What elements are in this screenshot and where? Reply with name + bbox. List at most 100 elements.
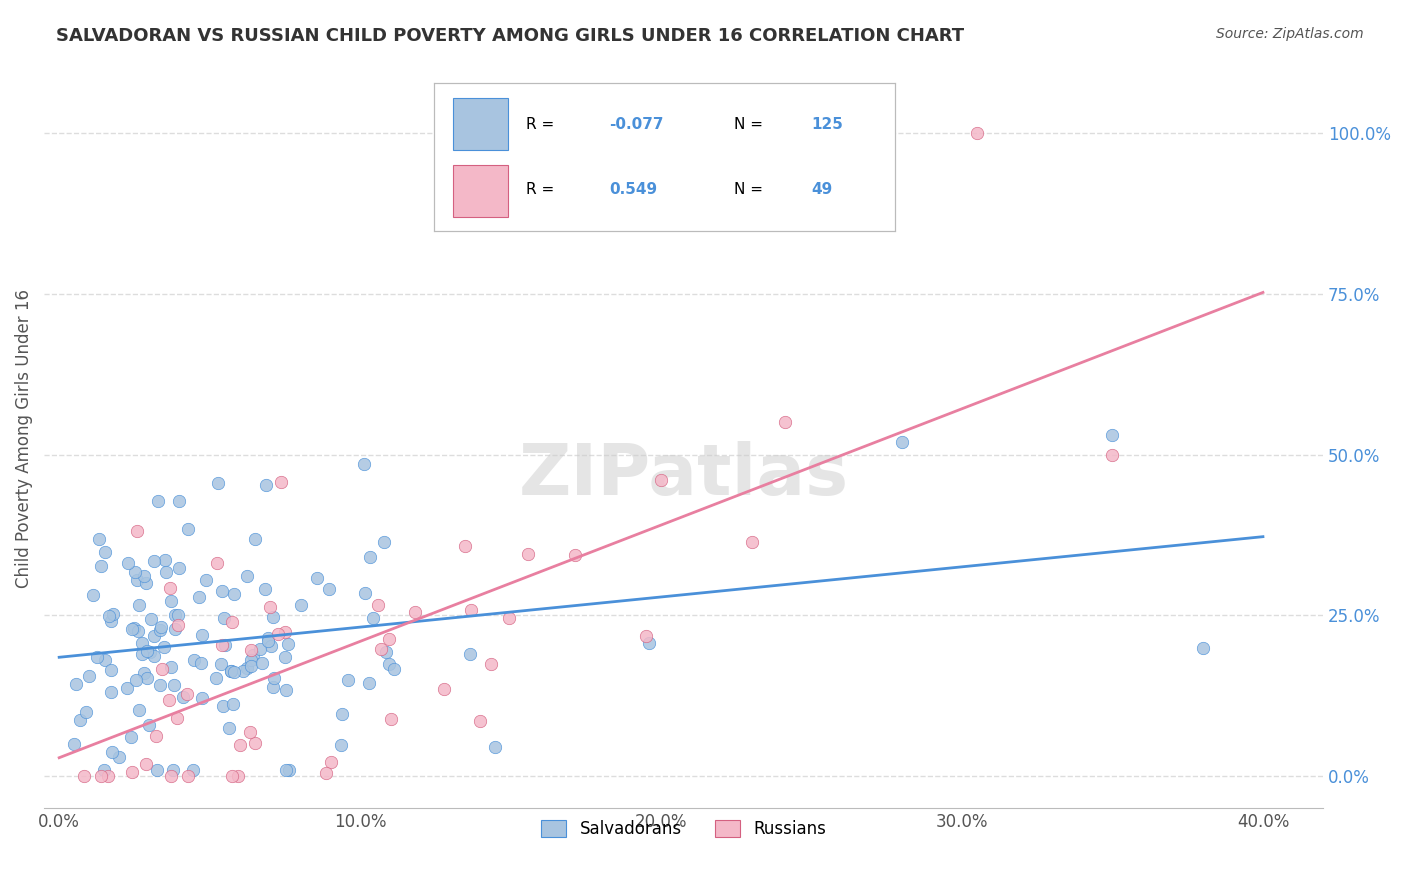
Point [90,769,112,783]
Point [165,608,187,623]
Point [195,573,218,587]
Point [290,599,312,613]
Point [121,622,143,636]
Point [122,621,145,635]
Point [132,569,155,583]
Point [65,676,87,690]
Point [357,675,380,690]
Point [218,721,240,735]
Point [120,731,142,745]
Point [100,663,122,677]
Point [239,653,262,667]
Point [79,668,101,682]
Text: ZIPatlas: ZIPatlas [519,441,849,510]
Point [270,475,292,489]
Point [219,665,242,679]
Text: SALVADORAN VS RUSSIAN CHILD POVERTY AMONG GIRLS UNDER 16 CORRELATION CHART: SALVADORAN VS RUSSIAN CHILD POVERTY AMON… [56,27,965,45]
Point [240,643,263,657]
Point [127,624,149,638]
Point [222,665,245,679]
Point [176,769,198,783]
Point [69,713,91,727]
Point [135,671,157,685]
Point [207,475,229,490]
Point [211,638,233,652]
Point [267,627,290,641]
Point [460,602,482,616]
Point [378,632,401,646]
Point [370,641,392,656]
Point [169,561,191,575]
Point [236,569,259,583]
Point [163,678,186,692]
Point [332,707,354,722]
Point [361,611,384,625]
Point [262,609,284,624]
Legend: Salvadorans, Russians: Salvadorans, Russians [534,813,832,845]
Point [93,763,115,777]
Point [454,539,477,553]
Point [221,769,243,783]
Point [149,623,172,637]
Point [484,739,506,754]
Point [219,664,242,678]
Point [354,586,377,600]
Point [125,524,148,538]
Point [166,617,188,632]
Point [242,648,264,662]
Point [214,638,236,652]
Point [890,434,912,449]
Point [380,712,402,726]
Point [243,532,266,546]
Point [966,126,988,140]
Point [226,769,249,783]
Point [145,729,167,743]
Point [353,457,375,471]
Point [128,598,150,612]
Point [167,494,190,508]
Point [82,589,104,603]
Point [146,763,169,777]
Point [90,558,112,573]
Point [121,764,143,779]
Point [212,611,235,625]
Point [98,609,121,624]
Point [101,607,124,622]
Point [245,736,267,750]
Text: Source: ZipAtlas.com: Source: ZipAtlas.com [1216,27,1364,41]
Point [259,600,281,615]
Point [138,718,160,732]
Point [153,553,176,567]
Point [250,657,273,671]
Point [498,610,520,624]
Point [517,547,540,561]
Point [191,628,214,642]
Point [205,671,228,685]
Point [460,648,482,662]
Point [650,473,672,487]
Point [149,620,172,634]
Point [150,662,173,676]
Point [235,660,257,674]
Point [183,653,205,667]
Point [100,685,122,699]
Point [274,624,297,639]
Point [305,571,328,585]
Point [232,665,254,679]
Point [1101,448,1123,462]
Point [176,687,198,701]
Point [75,705,97,719]
Point [277,637,299,651]
Point [159,659,181,673]
Point [94,545,117,559]
Point [1101,428,1123,442]
Point [155,566,177,580]
Point [190,657,212,671]
Point [318,582,340,597]
Point [73,769,96,783]
Point [132,666,155,681]
Point [256,633,278,648]
Point [159,581,181,595]
Point [211,584,233,599]
Point [131,647,153,661]
